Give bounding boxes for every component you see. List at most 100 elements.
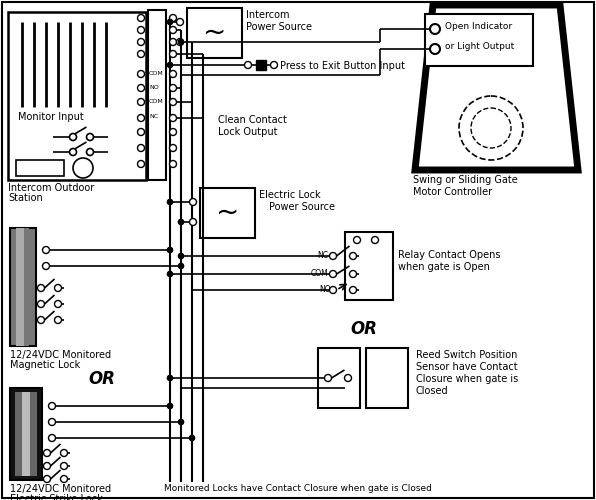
Circle shape xyxy=(48,402,55,409)
Circle shape xyxy=(42,246,49,254)
Circle shape xyxy=(167,376,172,380)
Circle shape xyxy=(70,148,76,156)
Circle shape xyxy=(86,134,94,140)
Circle shape xyxy=(190,198,197,205)
Circle shape xyxy=(167,62,172,68)
Text: OR: OR xyxy=(350,320,377,338)
Circle shape xyxy=(178,420,184,424)
Bar xyxy=(366,348,408,408)
Circle shape xyxy=(169,38,176,46)
Circle shape xyxy=(190,218,197,226)
Text: Relay Contact Opens: Relay Contact Opens xyxy=(398,250,501,260)
Circle shape xyxy=(349,252,356,260)
Circle shape xyxy=(138,84,144,91)
Circle shape xyxy=(178,40,184,44)
Text: Electric Lock: Electric Lock xyxy=(259,190,321,200)
Text: NC: NC xyxy=(317,251,328,260)
Circle shape xyxy=(138,38,144,46)
Bar xyxy=(200,188,255,238)
Bar xyxy=(8,12,146,180)
Circle shape xyxy=(73,158,93,178)
Circle shape xyxy=(169,70,176,78)
Circle shape xyxy=(178,220,184,224)
Text: Monitored Locks have Contact Closure when gate is Closed: Monitored Locks have Contact Closure whe… xyxy=(164,484,432,493)
Circle shape xyxy=(44,476,51,482)
Circle shape xyxy=(54,300,61,308)
Circle shape xyxy=(330,270,337,278)
Text: Monitor Input: Monitor Input xyxy=(18,112,84,122)
Bar xyxy=(15,392,37,476)
Circle shape xyxy=(169,14,176,21)
Circle shape xyxy=(38,284,45,292)
Circle shape xyxy=(178,264,184,268)
Circle shape xyxy=(353,236,361,244)
Circle shape xyxy=(138,160,144,168)
Circle shape xyxy=(169,128,176,136)
Text: Press to Exit Button Input: Press to Exit Button Input xyxy=(280,61,405,71)
Bar xyxy=(148,10,166,180)
Circle shape xyxy=(61,462,67,469)
Circle shape xyxy=(48,418,55,426)
Circle shape xyxy=(324,374,331,382)
Circle shape xyxy=(169,114,176,121)
Circle shape xyxy=(459,96,523,160)
Circle shape xyxy=(38,316,45,324)
Bar xyxy=(10,228,36,346)
Bar xyxy=(425,14,533,66)
Circle shape xyxy=(349,270,356,278)
Circle shape xyxy=(86,148,94,156)
Circle shape xyxy=(190,436,194,440)
Text: Clean Contact: Clean Contact xyxy=(218,115,287,125)
Text: COM: COM xyxy=(149,71,164,76)
Circle shape xyxy=(167,272,172,276)
Circle shape xyxy=(169,98,176,105)
Circle shape xyxy=(167,248,172,252)
Circle shape xyxy=(44,450,51,456)
Text: Open Indicator: Open Indicator xyxy=(445,22,512,31)
Bar xyxy=(187,8,242,58)
Circle shape xyxy=(38,300,45,308)
Circle shape xyxy=(42,262,49,270)
Text: Electric Strike Lock: Electric Strike Lock xyxy=(10,494,103,500)
Text: Power Source: Power Source xyxy=(246,22,312,32)
Text: Motor Controller: Motor Controller xyxy=(413,187,492,197)
Circle shape xyxy=(138,114,144,121)
Text: 12/24VDC Monitored: 12/24VDC Monitored xyxy=(10,350,111,360)
Circle shape xyxy=(349,286,356,294)
Text: ~: ~ xyxy=(216,199,239,227)
Text: Closure when gate is: Closure when gate is xyxy=(416,374,519,384)
Text: NO: NO xyxy=(149,85,159,90)
Circle shape xyxy=(169,26,176,34)
Text: Closed: Closed xyxy=(416,386,449,396)
Polygon shape xyxy=(256,60,266,70)
Polygon shape xyxy=(415,5,578,170)
Circle shape xyxy=(169,160,176,168)
Bar xyxy=(24,228,29,346)
Circle shape xyxy=(138,144,144,152)
Circle shape xyxy=(167,20,172,24)
Circle shape xyxy=(330,286,337,294)
Circle shape xyxy=(271,62,278,68)
Circle shape xyxy=(48,434,55,442)
Circle shape xyxy=(176,18,184,26)
Circle shape xyxy=(138,98,144,105)
Text: or Light Output: or Light Output xyxy=(445,42,514,51)
Circle shape xyxy=(167,404,172,408)
Text: Lock Output: Lock Output xyxy=(218,127,278,137)
Text: COM: COM xyxy=(311,269,329,278)
Circle shape xyxy=(70,134,76,140)
Circle shape xyxy=(167,200,172,204)
Text: Intercom Outdoor: Intercom Outdoor xyxy=(8,183,94,193)
Circle shape xyxy=(61,476,67,482)
Circle shape xyxy=(54,284,61,292)
Text: NC: NC xyxy=(149,114,158,119)
Text: COM: COM xyxy=(149,99,164,104)
Circle shape xyxy=(244,62,252,68)
Text: Reed Switch Position: Reed Switch Position xyxy=(416,350,517,360)
Bar xyxy=(318,348,360,408)
Circle shape xyxy=(138,14,144,21)
Text: Intercom: Intercom xyxy=(246,10,290,20)
Circle shape xyxy=(371,236,378,244)
Circle shape xyxy=(138,128,144,136)
Text: OR: OR xyxy=(88,370,115,388)
